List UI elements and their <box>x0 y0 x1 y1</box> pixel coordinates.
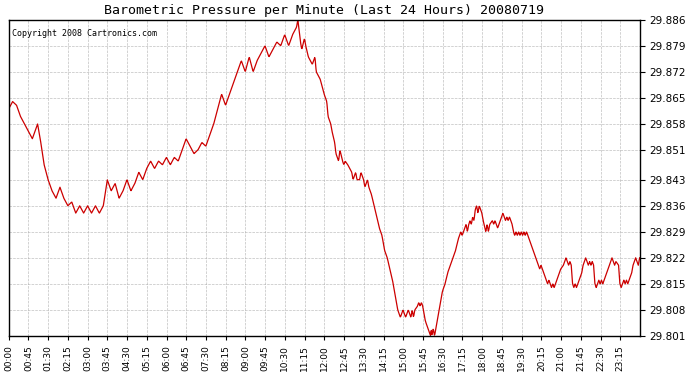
Text: Copyright 2008 Cartronics.com: Copyright 2008 Cartronics.com <box>12 29 157 38</box>
Title: Barometric Pressure per Minute (Last 24 Hours) 20080719: Barometric Pressure per Minute (Last 24 … <box>104 4 544 17</box>
